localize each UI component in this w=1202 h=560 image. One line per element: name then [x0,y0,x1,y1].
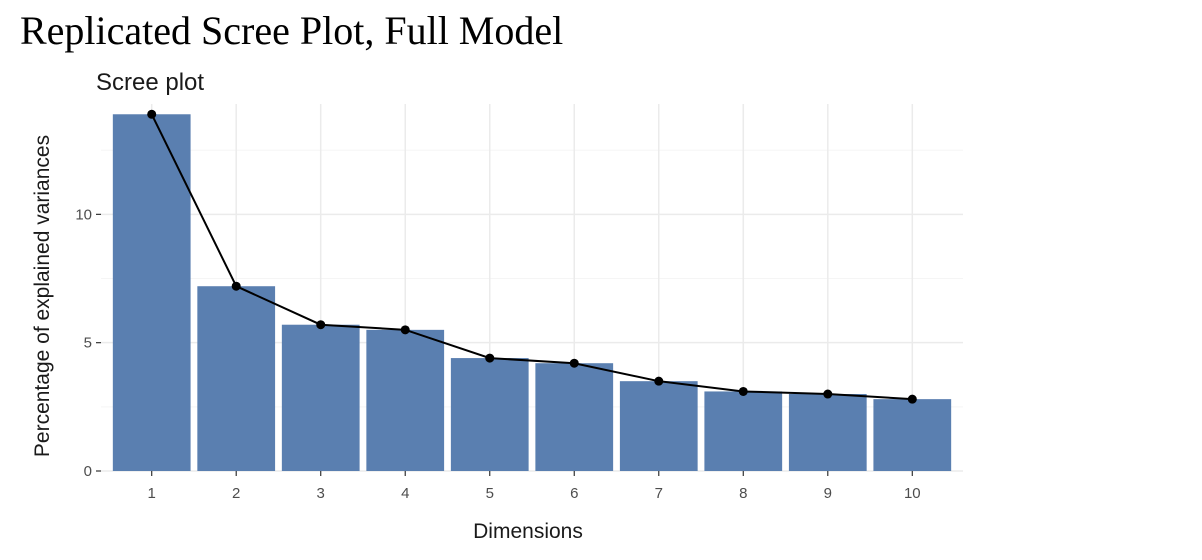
x-tick-label: 6 [570,485,578,502]
x-tick-label: 1 [148,485,156,502]
data-point [316,320,326,330]
x-axis-label: Dimensions [473,520,583,543]
bar [535,363,614,471]
data-point [569,358,579,368]
bar [788,394,867,471]
chart-title: Scree plot [96,69,204,96]
bar [619,381,698,471]
page-heading: Replicated Scree Plot, Full Model [20,8,564,53]
bars-layer [112,114,952,471]
data-point [654,376,664,386]
data-point [823,389,833,399]
bar [704,391,783,471]
data-point [400,325,410,335]
bar [366,329,445,471]
x-tick-label: 8 [739,485,747,502]
bar [197,286,276,471]
x-tick-label: 3 [317,485,325,502]
bar [450,358,529,471]
data-point [738,386,748,396]
data-point [147,109,157,119]
x-tick-label: 10 [904,485,921,502]
data-point [485,353,495,363]
x-tick-label: 4 [401,485,409,502]
x-tick-label: 2 [232,485,240,502]
bar [873,399,952,471]
y-tick-label: 10 [75,206,92,223]
x-tick-label: 5 [486,485,494,502]
line-layer [147,109,917,404]
y-axis-label: Percentage of explained variances [31,135,54,457]
data-point [231,281,241,291]
bar [281,324,360,471]
x-tick-label: 7 [655,485,663,502]
data-point [907,394,917,404]
x-tick-label: 9 [824,485,832,502]
series-line [150,113,913,401]
y-tick-label: 5 [84,335,92,352]
axis-layer: 0 5 10 1 2 3 4 5 6 7 8 9 10 [75,206,920,502]
y-tick-label: 0 [84,463,92,480]
bar [112,114,191,471]
